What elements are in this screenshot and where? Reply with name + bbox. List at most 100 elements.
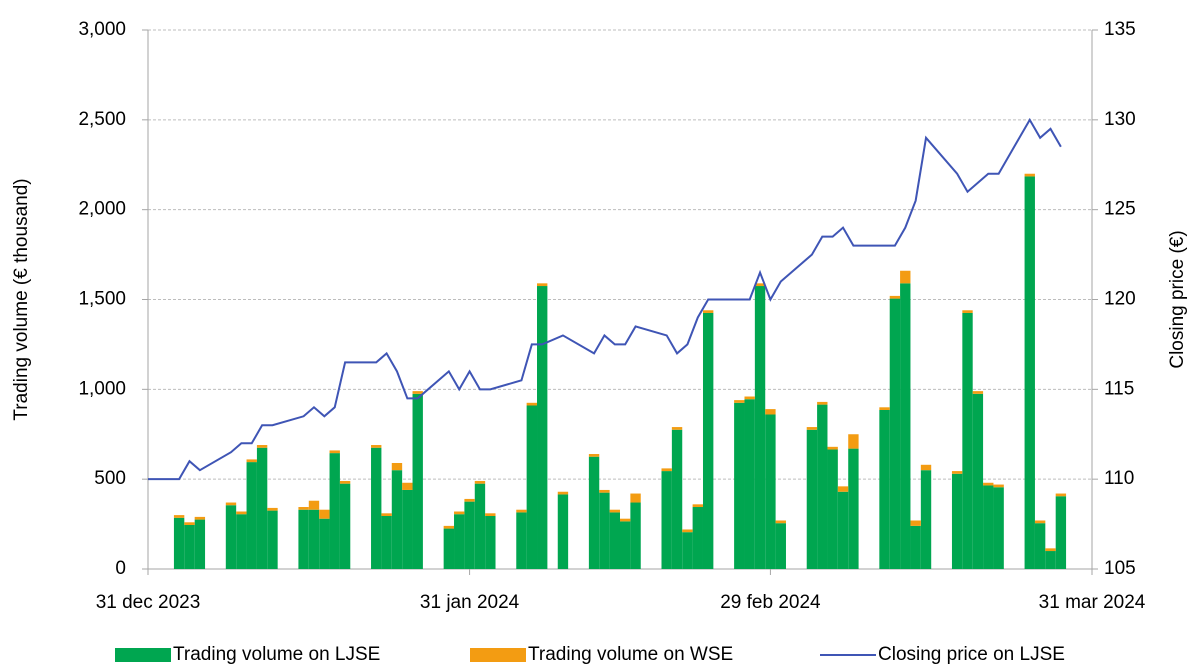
bar <box>454 511 465 515</box>
bar <box>391 462 403 471</box>
bar <box>765 409 776 415</box>
y2-tick-label: 120 <box>1104 289 1136 310</box>
bar <box>173 515 185 518</box>
bar <box>557 491 569 495</box>
bar <box>412 391 423 394</box>
bar <box>630 502 641 569</box>
y2-tick-label: 135 <box>1104 19 1136 40</box>
x-tick-label: 31 mar 2024 <box>1039 592 1146 613</box>
bar <box>474 483 486 569</box>
bar <box>775 523 786 569</box>
bar <box>910 520 921 526</box>
bar <box>371 445 382 448</box>
bar <box>848 434 859 449</box>
bar <box>765 414 776 569</box>
bar <box>485 513 496 516</box>
bar <box>889 298 901 569</box>
bar <box>983 482 994 486</box>
bar <box>682 529 693 533</box>
bar <box>267 507 278 511</box>
bar <box>516 512 527 569</box>
bar <box>184 522 195 525</box>
bar <box>256 445 268 448</box>
y-tick-label: 0 <box>115 558 126 579</box>
bar <box>837 486 849 492</box>
bar <box>402 489 413 569</box>
bar <box>817 404 828 569</box>
bar <box>443 525 455 529</box>
bar <box>620 521 631 569</box>
bar <box>339 483 351 569</box>
bar <box>485 515 496 569</box>
bar <box>298 509 309 569</box>
bar <box>671 429 683 569</box>
legend-swatch <box>470 648 526 662</box>
bar <box>661 468 672 472</box>
bar <box>734 400 745 403</box>
bar <box>983 485 994 569</box>
bar <box>225 502 237 506</box>
bar <box>464 501 475 569</box>
bar <box>526 402 538 406</box>
bar <box>620 518 631 522</box>
y-tick-label: 3,000 <box>78 19 126 40</box>
bar <box>671 427 683 430</box>
bar <box>464 498 475 502</box>
bar <box>443 528 455 569</box>
x-tick-label: 31 dec 2023 <box>96 592 201 613</box>
bar <box>609 509 620 513</box>
y-tick-label: 2,000 <box>78 199 126 220</box>
legend-label: Trading volume on WSE <box>528 644 733 665</box>
y2-tick-label: 105 <box>1104 558 1136 579</box>
bar <box>329 450 340 454</box>
bar <box>1045 551 1056 569</box>
bar <box>1055 493 1067 497</box>
x-tick-label: 29 feb 2024 <box>720 592 821 613</box>
bar <box>993 484 1004 488</box>
bar <box>806 427 818 430</box>
bar <box>329 453 340 569</box>
legend-swatch <box>115 648 171 662</box>
bar <box>402 482 413 490</box>
bar <box>588 454 600 457</box>
bar <box>1034 523 1046 569</box>
bar <box>236 514 247 569</box>
bar <box>951 473 963 569</box>
bar <box>474 480 486 484</box>
bar <box>630 493 641 503</box>
bar <box>412 393 423 569</box>
bar <box>184 524 195 569</box>
legend-label: Closing price on LJSE <box>878 644 1065 665</box>
bar <box>516 509 527 513</box>
bar <box>1055 496 1067 569</box>
bar <box>308 509 320 569</box>
bar <box>661 471 672 569</box>
bar <box>879 409 890 569</box>
bar <box>775 520 786 524</box>
bar <box>526 405 538 569</box>
bar <box>900 270 911 284</box>
bar <box>920 470 932 569</box>
bar <box>910 525 921 569</box>
bar <box>900 283 911 569</box>
bar <box>962 312 973 569</box>
bar <box>537 286 548 569</box>
bar <box>267 510 278 569</box>
bar <box>381 513 392 516</box>
bar <box>962 310 973 313</box>
bar <box>806 429 818 569</box>
x-tick-label: 31 jan 2024 <box>420 592 520 613</box>
bar <box>308 500 320 510</box>
price-line <box>148 117 1062 481</box>
bar <box>609 512 620 569</box>
y-tick-label: 500 <box>94 468 126 489</box>
bar <box>702 312 714 569</box>
bar <box>246 462 257 569</box>
bar <box>194 516 206 520</box>
bar <box>194 519 206 569</box>
bar <box>1034 520 1046 524</box>
bar <box>702 310 714 313</box>
bar <box>744 399 755 569</box>
bar <box>692 504 703 508</box>
